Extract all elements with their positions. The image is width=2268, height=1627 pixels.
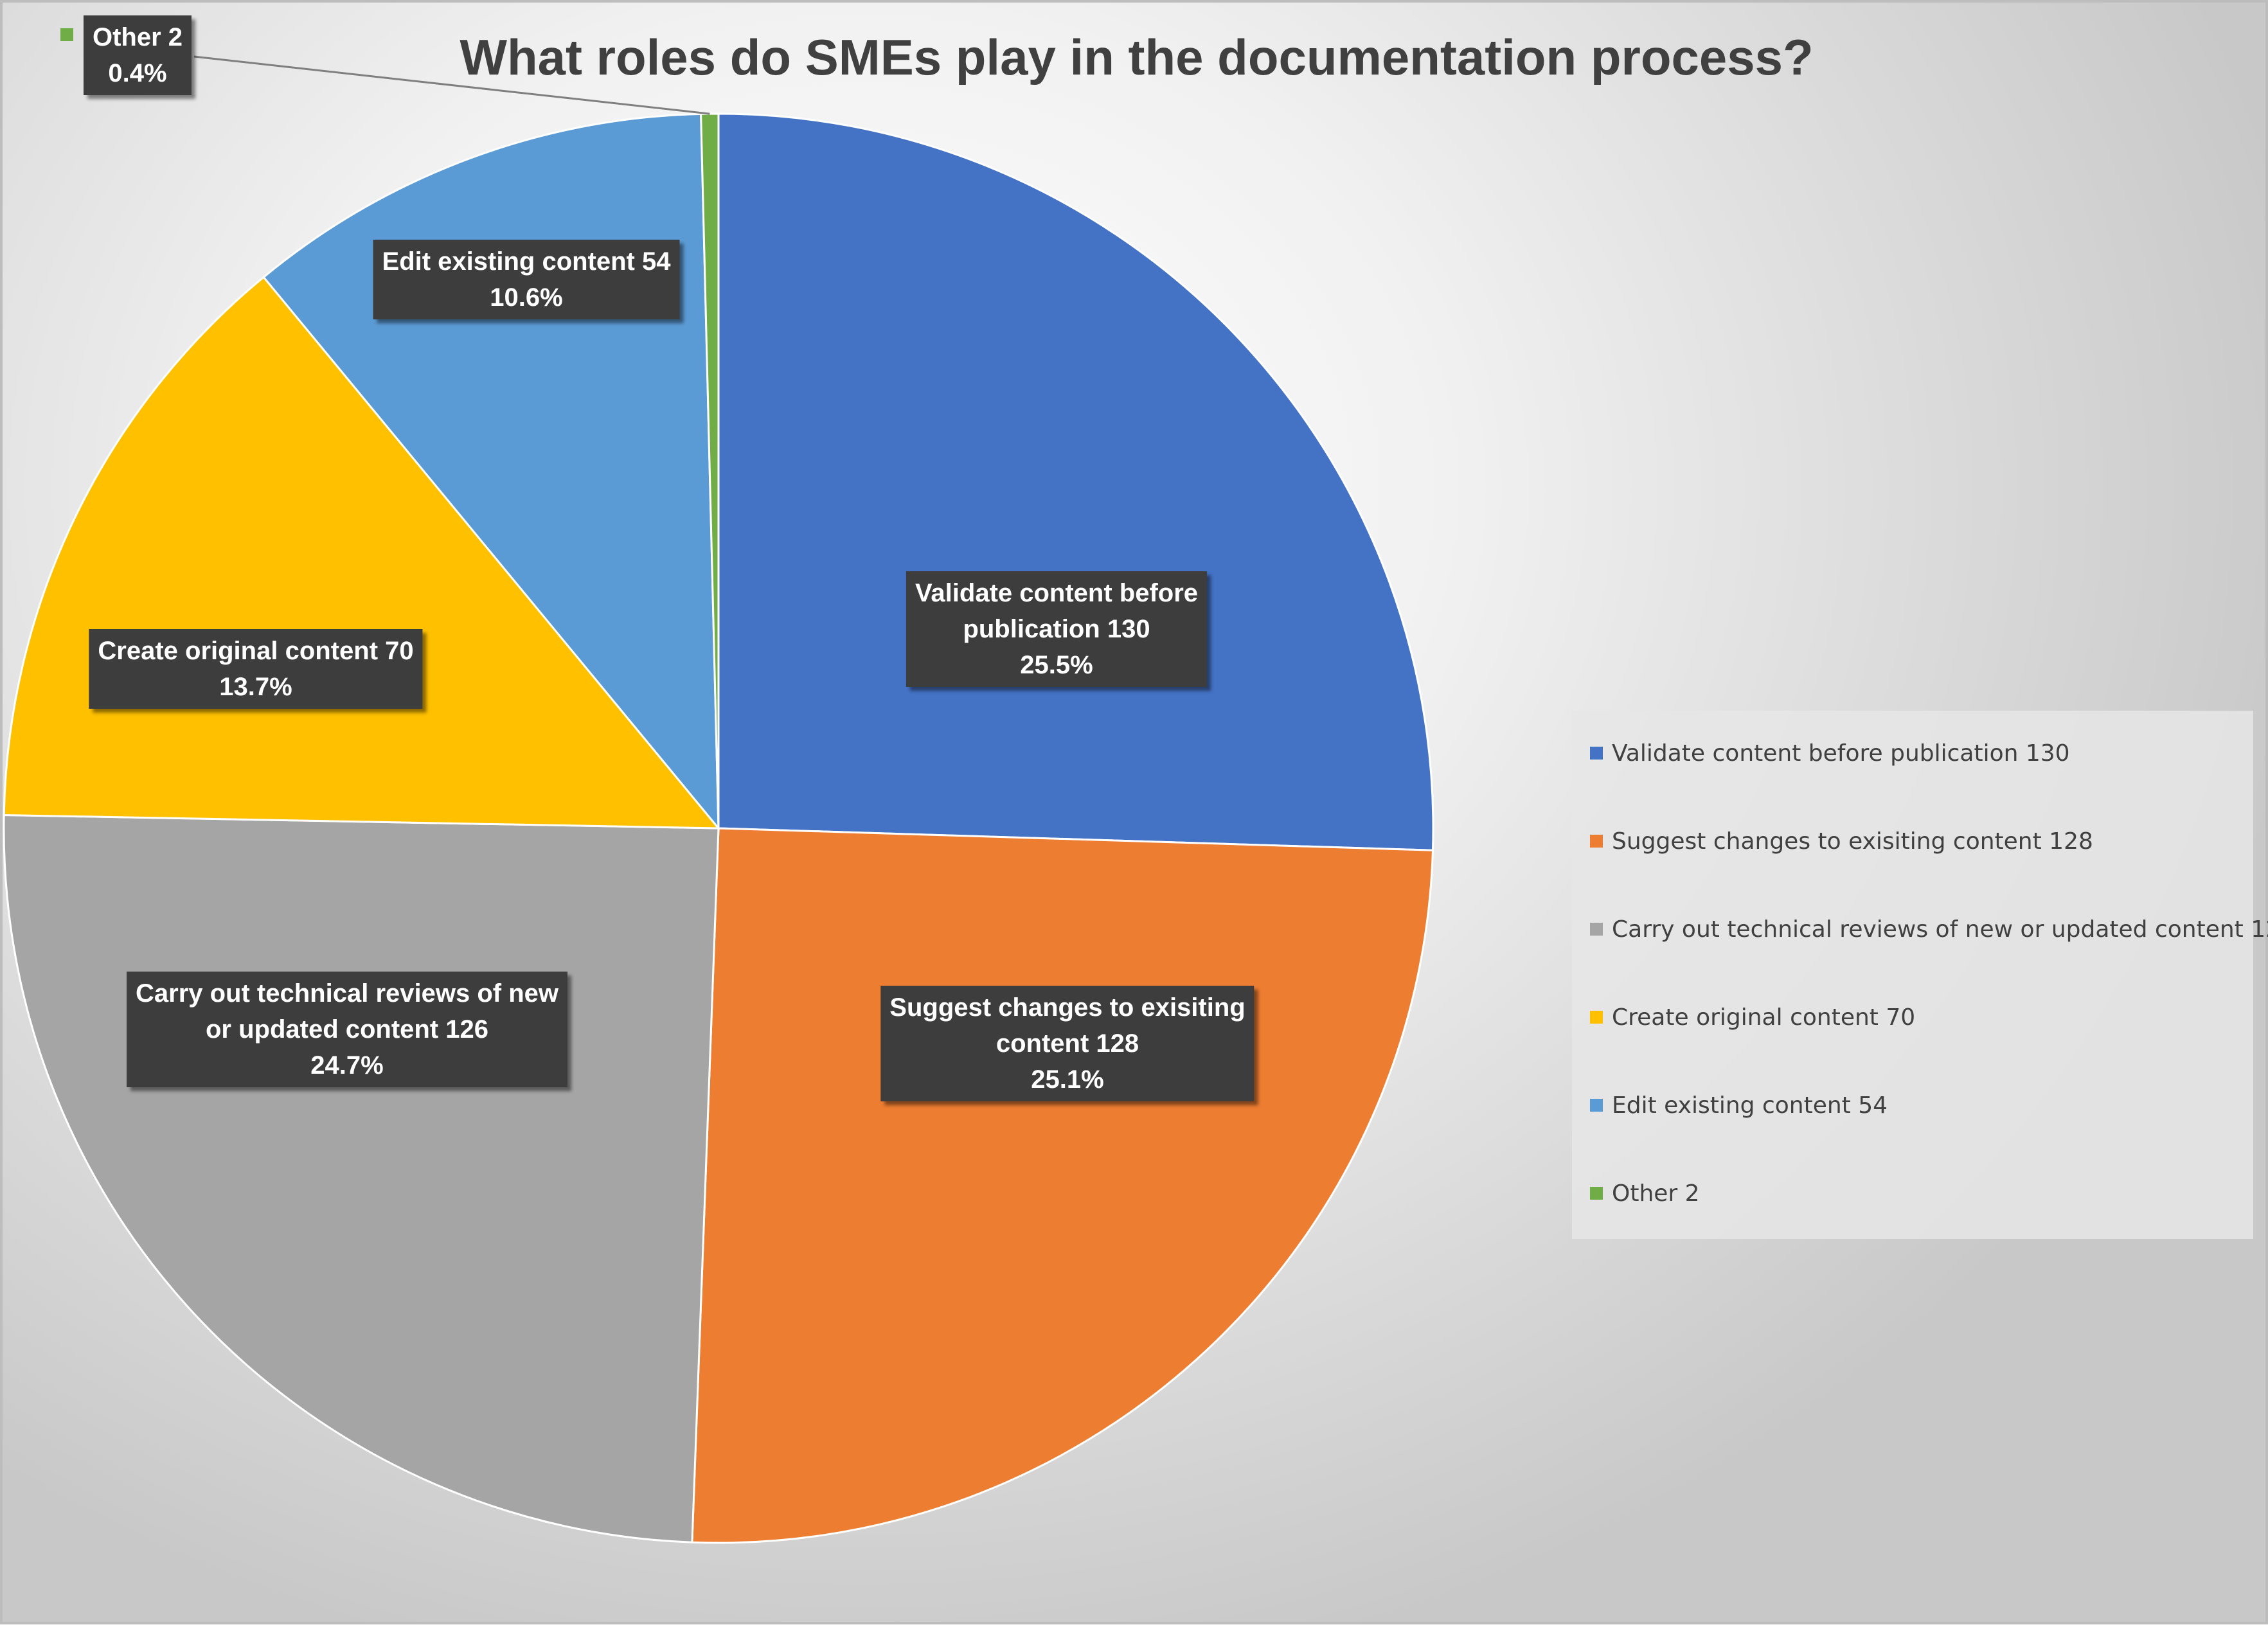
data-label-create-original-content-70: Create original content 70 13.7%	[89, 629, 423, 709]
data-label-line: Other 2	[92, 23, 183, 51]
legend-label: Create original content 70	[1612, 1004, 1916, 1031]
data-label-line: Validate content before	[915, 579, 1199, 607]
data-label-line: 0.4%	[108, 59, 167, 87]
legend-item-carry-out-technical-reviews-of-new-or-updated-content-126: Carry out technical reviews of new or up…	[1590, 913, 2268, 945]
data-label-line: 24.7%	[310, 1051, 384, 1080]
legend: Validate content before publication 130 S…	[1572, 711, 2268, 1239]
data-label-suggest-changes-to-exisiting-content-128: Suggest changes to exisiting content 128 2…	[880, 986, 1255, 1101]
legend-item-edit-existing-content-54: Edit existing content 54	[1590, 1089, 1888, 1121]
legend-swatch	[1590, 747, 1603, 760]
data-label-line: content 128	[996, 1029, 1139, 1058]
pie-slice-carry-out-technical-reviews-of-new-or-updated-content-126	[3, 814, 720, 1543]
data-label-line: or updated content 126	[205, 1015, 489, 1044]
data-label-key-other	[60, 28, 73, 41]
legend-item-create-original-content-70: Create original content 70	[1590, 1001, 1915, 1033]
chart-title: What roles do SMEs play in the documenta…	[460, 29, 1814, 85]
pie-slice-suggest-changes-to-exisiting-content-128	[691, 827, 1434, 1544]
data-label-line: Edit existing content 54	[382, 247, 671, 276]
data-label-carry-out-technical-reviews-of-new-or-updated-content-126: Carry out technical reviews of new or upd…	[127, 972, 567, 1087]
data-label-line: Suggest changes to exisiting	[889, 993, 1246, 1022]
data-label-line: 10.6%	[490, 283, 563, 312]
legend-item-suggest-changes-to-exisiting-content-128: Suggest changes to exisiting content 128	[1590, 825, 2093, 857]
data-label-edit-existing-content-54: Edit existing content 54 10.6%	[373, 240, 680, 319]
data-label-validate-content-before-publication-130: Validate content before publication 130 25…	[906, 571, 1208, 687]
data-label-line: 25.5%	[1020, 651, 1093, 679]
pie-slice-validate-content-before-publication-130	[717, 112, 1434, 851]
legend-swatch	[1590, 835, 1603, 848]
data-label-line: Create original content 70	[98, 637, 414, 665]
legend-label: Carry out technical reviews of new or up…	[1612, 916, 2268, 943]
data-label-other-2: Other 2 0.4%	[83, 15, 192, 95]
data-label-line: Carry out technical reviews of new	[136, 979, 558, 1008]
legend-label: Validate content before publication 130	[1612, 740, 2070, 767]
data-label-line: 13.7%	[219, 673, 292, 701]
legend-label: Other 2	[1612, 1180, 1700, 1207]
legend-item-validate-content-before-publication-130: Validate content before publication 130	[1590, 737, 2070, 769]
legend-label: Edit existing content 54	[1612, 1092, 1888, 1119]
data-label-line: 25.1%	[1031, 1065, 1104, 1094]
legend-label: Suggest changes to exisiting content 128	[1612, 828, 2093, 855]
legend-swatch	[1590, 923, 1603, 936]
legend-swatch	[1590, 1099, 1603, 1112]
data-label-line: publication 130	[963, 615, 1150, 643]
legend-item-other-2: Other 2	[1590, 1177, 1700, 1209]
legend-swatch	[1590, 1011, 1603, 1024]
leader-line-other	[193, 55, 710, 115]
legend-swatch	[1590, 1187, 1603, 1200]
